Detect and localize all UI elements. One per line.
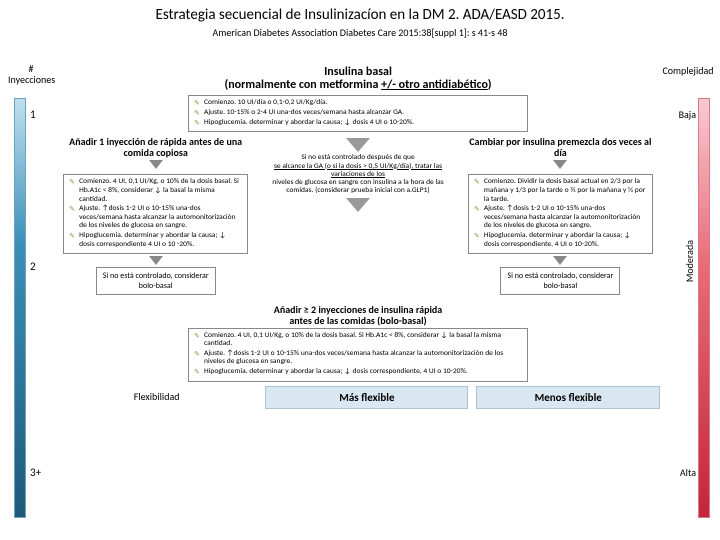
footer-left-label: Flexibilidad — [56, 386, 257, 409]
right-path-column: Cambiar por insulina premezcla dos veces… — [461, 136, 660, 295]
complexity-axis: Complejidad Baja Moderada Alta — [660, 80, 716, 530]
down-arrow-icon — [346, 138, 370, 152]
right-path-check: Si no está controlado, considerar bolo-b… — [500, 267, 620, 295]
step1-item-2: Ajuste. 10-15% o 2-4 UI una-dos veces/se… — [204, 109, 522, 118]
left-path-detail-box: Comienzo. 4 UI, 0,1 UI/Kg, o 10% de la d… — [63, 174, 248, 254]
center-transition-column: Si no está controlado después de que se … — [263, 136, 452, 325]
left-path-title: Añadir 1 inyección de rápida antes de un… — [61, 136, 251, 158]
footer-center: Más flexible — [265, 386, 468, 409]
page-title: Estrategia secuencial de Insulinizacíon … — [0, 6, 720, 24]
injections-tick-3plus: 3+ — [30, 466, 41, 479]
page-subtitle: American Diabetes Association Diabetes C… — [0, 26, 720, 39]
flowchart-body: Insulina basal (normalmente con metformi… — [56, 66, 660, 532]
transition1-text: Si no está controlado después de que se … — [263, 154, 452, 195]
step1-header-line2b: +/- otro antidiabético — [381, 78, 488, 92]
left-path-column: Añadir 1 inyección de rápida antes de un… — [56, 136, 255, 295]
right-path-item-2: Ajuste. ↑dosis 1-2 UI o 10-15% una-dos v… — [484, 205, 647, 231]
step1-header-line2c: ) — [488, 78, 492, 92]
injections-axis-label: # Inyecciones — [8, 64, 54, 85]
complexity-tick-low: Baja — [679, 108, 696, 121]
right-path-detail-box: Comienzo. Dividir la dosis basal actual … — [468, 174, 653, 254]
down-arrow-icon — [553, 160, 567, 169]
complexity-tick-mid: Moderada — [683, 240, 696, 282]
down-arrow-icon — [149, 256, 163, 265]
right-path-item-3: Hipoglucemia. determinar y abordar la ca… — [484, 232, 647, 249]
left-path-item-1: Comienzo. 4 UI, 0,1 UI/Kg, o 10% de la d… — [79, 178, 242, 204]
transition1-line2: se alcance la GA (o si la dosis > 0,5 UI… — [265, 163, 450, 180]
left-path-check: Si no está controlado, considerar bolo-b… — [96, 267, 216, 295]
step3-item-3: Hipoglucemia. determinar y abordar la ca… — [204, 368, 522, 377]
step3-title: Añadir ≥ 2 inyecciones de insulina rápid… — [263, 304, 452, 326]
right-path-item-1: Comienzo. Dividir la dosis basal actual … — [484, 178, 647, 204]
injections-axis: # Inyecciones 1 2 3+ — [8, 80, 54, 530]
left-path-item-3: Hipoglucemia. determinar y abordar la ca… — [79, 232, 242, 249]
down-arrow-icon — [149, 160, 163, 169]
injections-tick-1: 1 — [30, 108, 36, 121]
complexity-gradient-bar — [698, 98, 710, 518]
footer-row: Flexibilidad Más flexible Menos flexible — [56, 386, 660, 409]
step1-header: Insulina basal (normalmente con metformi… — [178, 66, 538, 92]
down-arrow-icon — [553, 256, 567, 265]
injections-gradient-bar — [14, 98, 26, 518]
complexity-axis-label: Complejidad — [660, 64, 716, 77]
step1-item-3: Hipoglucemia. determinar y abordar la ca… — [204, 119, 522, 128]
right-path-title: Cambiar por insulina premezcla dos veces… — [465, 136, 655, 158]
step1-item-1: Comienzo. 10 UI/día o 0,1-0,2 UI/Kg/día. — [204, 99, 522, 108]
complexity-tick-high: Alta — [680, 466, 696, 479]
step1-header-line2a: (normalmente con metformina — [224, 78, 381, 92]
step3-item-1: Comienzo. 4 UI, 0,1 UI/Kg, o 10% de la d… — [204, 332, 522, 349]
step3-item-2: Ajuste. ↑dosis 1-2 UI o 10-15% una-dos v… — [204, 350, 522, 367]
footer-right: Menos flexible — [476, 386, 660, 409]
transition1-line3: niveles de glucosa en sangre con insulin… — [265, 179, 450, 196]
step3-detail-box: Comienzo. 4 UI, 0,1 UI/Kg, o 10% de la d… — [188, 328, 528, 382]
left-path-item-2: Ajuste. ↑dosis 1-2 UI o 10-15% una-dos v… — [79, 205, 242, 231]
down-arrow-icon — [346, 198, 370, 212]
injections-tick-2: 2 — [30, 260, 36, 273]
step1-detail-box: Comienzo. 10 UI/día o 0,1-0,2 UI/Kg/día.… — [188, 95, 528, 132]
